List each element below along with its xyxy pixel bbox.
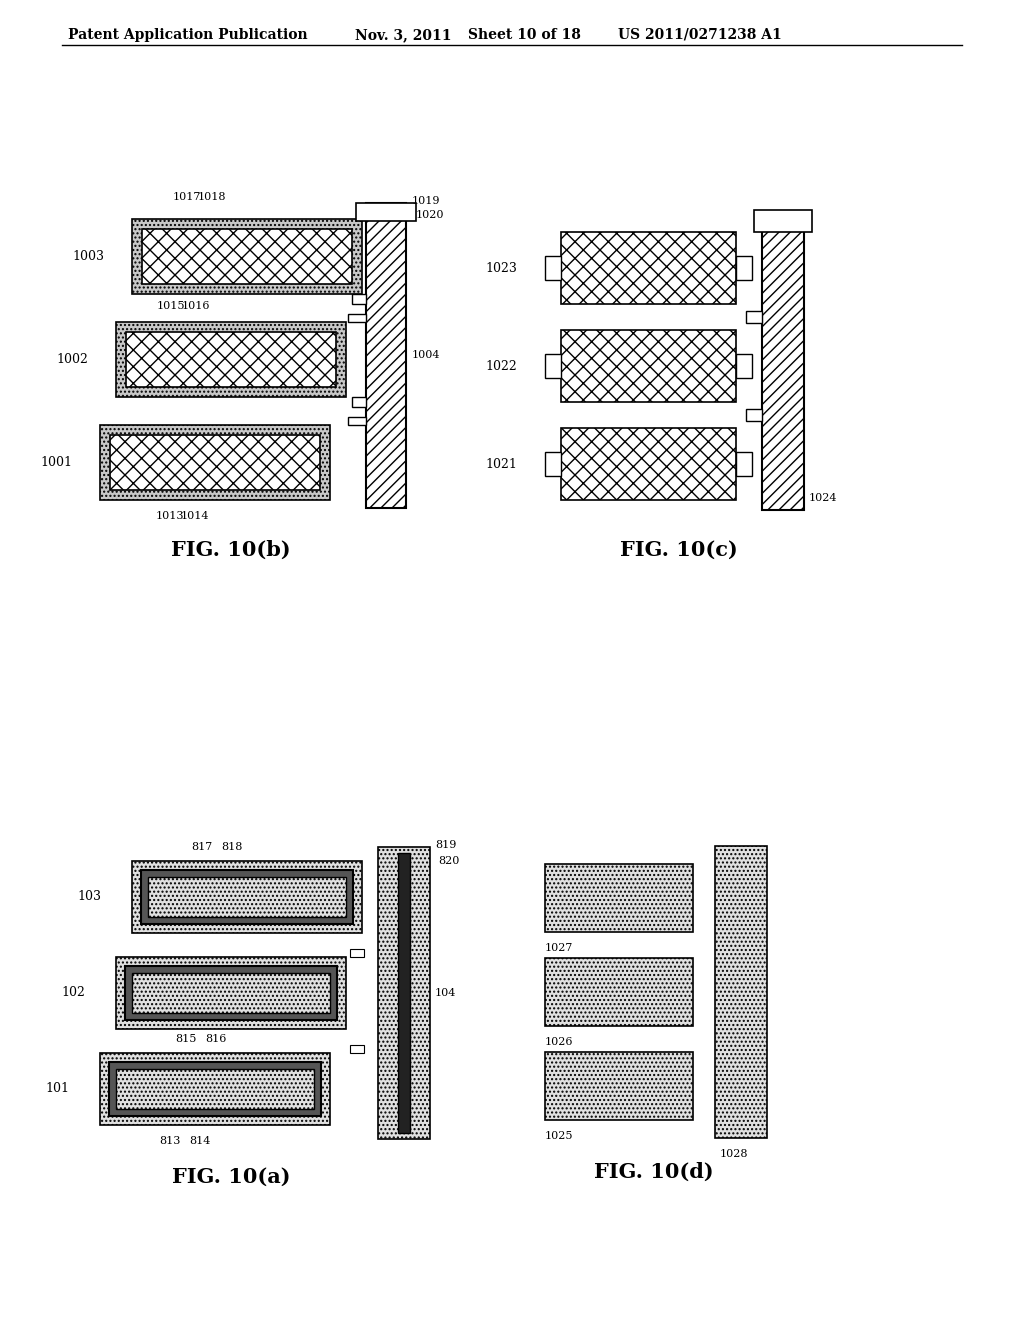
Text: 1019: 1019: [412, 195, 440, 206]
Text: Patent Application Publication: Patent Application Publication: [68, 28, 307, 42]
Bar: [545, 958, 693, 1026]
Bar: [100, 425, 330, 500]
Bar: [132, 973, 330, 1012]
Bar: [715, 846, 767, 1138]
Text: 1015: 1015: [157, 301, 185, 312]
Text: 1018: 1018: [198, 191, 226, 202]
Bar: [116, 957, 346, 1030]
Text: 103: 103: [77, 891, 101, 903]
Bar: [116, 1069, 314, 1109]
Bar: [125, 966, 337, 1020]
Bar: [352, 397, 366, 407]
Bar: [545, 354, 561, 378]
Text: 1002: 1002: [56, 352, 88, 366]
Text: 1001: 1001: [40, 455, 72, 469]
Text: 813: 813: [160, 1137, 180, 1146]
Bar: [762, 222, 804, 510]
Text: Nov. 3, 2011: Nov. 3, 2011: [355, 28, 452, 42]
Bar: [398, 853, 410, 1133]
Bar: [352, 294, 366, 304]
Bar: [116, 322, 346, 397]
Text: 818: 818: [221, 842, 243, 851]
Text: 1028: 1028: [720, 1148, 749, 1159]
Text: 814: 814: [189, 1137, 211, 1146]
Text: 1003: 1003: [72, 249, 104, 263]
Text: 820: 820: [438, 855, 460, 866]
Bar: [350, 949, 364, 957]
Bar: [561, 232, 736, 304]
Text: 101: 101: [45, 1082, 69, 1096]
Text: 1020: 1020: [416, 210, 444, 220]
Text: 815: 815: [175, 1034, 197, 1044]
Text: 1004: 1004: [412, 351, 440, 360]
Bar: [142, 228, 352, 284]
Bar: [736, 451, 752, 477]
Bar: [100, 1053, 330, 1125]
Bar: [561, 428, 736, 500]
Bar: [132, 219, 362, 294]
Bar: [561, 330, 736, 403]
Bar: [545, 1052, 693, 1119]
Text: 104: 104: [435, 987, 457, 998]
Text: FIG. 10(c): FIG. 10(c): [620, 540, 737, 560]
Text: 1025: 1025: [545, 1131, 573, 1140]
Bar: [141, 870, 353, 924]
Bar: [378, 847, 430, 1139]
Bar: [545, 451, 561, 477]
Bar: [348, 314, 366, 322]
Text: 1016: 1016: [181, 301, 210, 312]
Text: US 2011/0271238 A1: US 2011/0271238 A1: [618, 28, 781, 42]
Bar: [366, 203, 406, 508]
Bar: [746, 409, 762, 421]
Bar: [132, 861, 362, 933]
Text: Sheet 10 of 18: Sheet 10 of 18: [468, 28, 581, 42]
Bar: [545, 256, 561, 280]
Bar: [356, 203, 416, 220]
Text: 1024: 1024: [809, 492, 838, 503]
Text: 1014: 1014: [181, 511, 209, 521]
Bar: [736, 256, 752, 280]
Bar: [126, 333, 336, 387]
Text: 819: 819: [435, 840, 457, 850]
Text: 1022: 1022: [485, 359, 517, 372]
Text: 1027: 1027: [545, 942, 573, 953]
Text: 816: 816: [206, 1034, 226, 1044]
Bar: [110, 436, 319, 490]
Bar: [350, 1045, 364, 1053]
Bar: [545, 865, 693, 932]
Text: 1023: 1023: [485, 261, 517, 275]
Bar: [109, 1063, 321, 1115]
Bar: [746, 312, 762, 323]
Text: 102: 102: [61, 986, 85, 999]
Text: 1026: 1026: [545, 1038, 573, 1047]
Bar: [348, 417, 366, 425]
Text: 1013: 1013: [156, 511, 184, 521]
Bar: [736, 354, 752, 378]
Bar: [148, 876, 346, 917]
Text: 817: 817: [191, 842, 213, 851]
Text: 1017: 1017: [173, 191, 201, 202]
Text: FIG. 10(a): FIG. 10(a): [172, 1167, 290, 1187]
Text: FIG. 10(d): FIG. 10(d): [594, 1162, 714, 1181]
Text: 1021: 1021: [485, 458, 517, 470]
Bar: [754, 210, 812, 232]
Text: FIG. 10(b): FIG. 10(b): [171, 540, 291, 560]
